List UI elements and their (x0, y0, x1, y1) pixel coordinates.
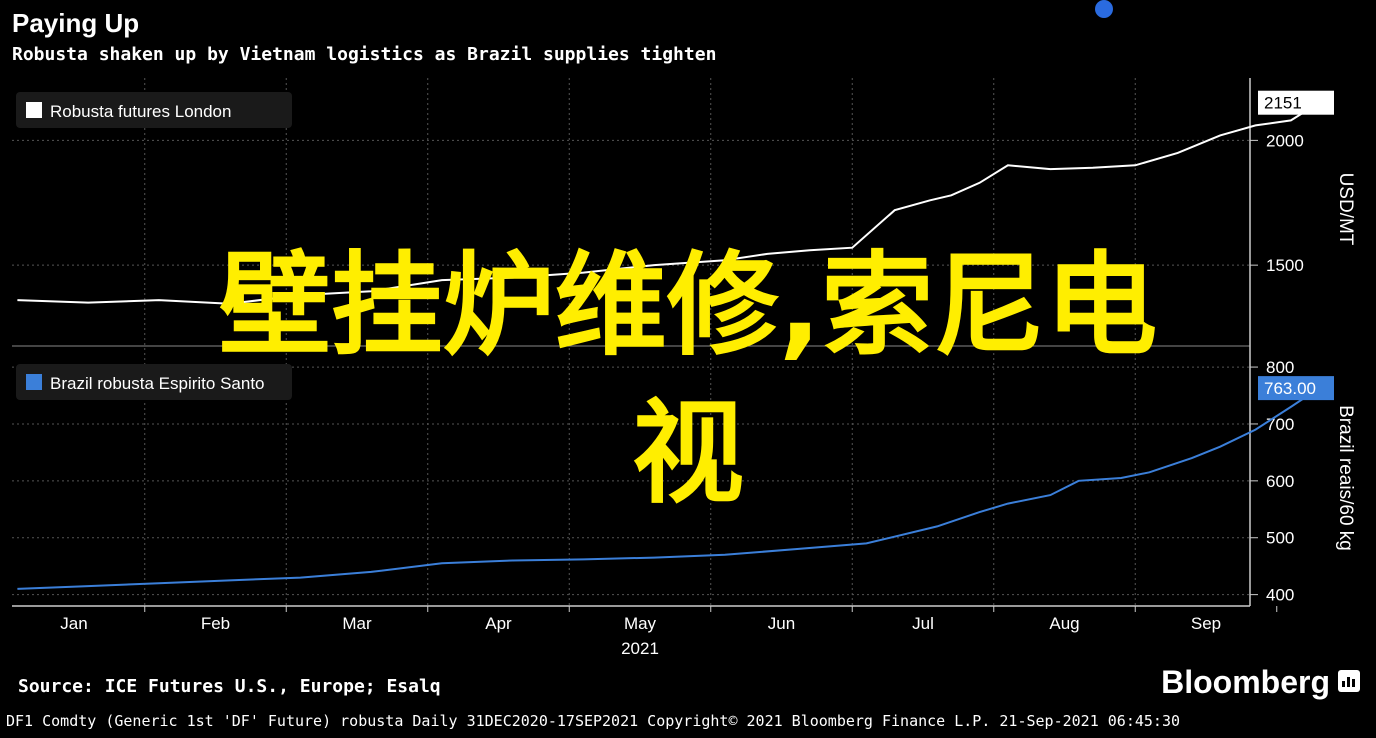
last-value-box (1258, 90, 1334, 115)
x-tick-label: May (624, 614, 657, 633)
x-tick-label: Apr (485, 614, 512, 633)
y-axis-title: USD/MT (1335, 173, 1356, 246)
y-tick-label: 500 (1266, 529, 1294, 548)
x-tick-label: Sep (1191, 614, 1221, 633)
x-tick-label: Jun (768, 614, 795, 633)
y-axis-title: Brazil reais/60 kg (1335, 405, 1356, 551)
y-tick-label: 700 (1266, 415, 1294, 434)
y-tick-label: 1500 (1266, 256, 1304, 275)
y-tick-label: 600 (1266, 472, 1294, 491)
legend-label: Brazil robusta Espirito Santo (50, 374, 265, 393)
x-tick-label: Jul (912, 614, 934, 633)
bloomberg-logo: Bloomberg (1161, 664, 1330, 700)
last-value-box (1258, 376, 1334, 401)
x-tick-label: Jan (60, 614, 87, 633)
last-value-label: 763.00 (1264, 379, 1316, 398)
y-tick-label: 2000 (1266, 131, 1304, 150)
legend-box (16, 364, 292, 400)
y-tick-label: 800 (1266, 358, 1294, 377)
chart-title: Paying Up (12, 8, 140, 38)
x-tick-label: Mar (342, 614, 372, 633)
series-line (17, 101, 1320, 305)
legend-swatch (26, 102, 42, 118)
x-year-label: 2021 (621, 639, 659, 658)
blue-dot-marker (1095, 0, 1113, 18)
legend-swatch (26, 374, 42, 390)
legend-box (16, 92, 292, 128)
footer-info: DF1 Comdty (Generic 1st 'DF' Future) rob… (6, 712, 1180, 730)
x-tick-label: Aug (1049, 614, 1079, 633)
legend-label: Robusta futures London (50, 102, 231, 121)
x-tick-label: Feb (201, 614, 230, 633)
source-note: Source: ICE Futures U.S., Europe; Esalq (18, 676, 441, 697)
y-tick-label: 400 (1266, 586, 1294, 605)
last-value-label: 2151 (1264, 94, 1302, 113)
chart-subtitle: Robusta shaken up by Vietnam logistics a… (12, 44, 717, 65)
bloomberg-chart-icon (1338, 670, 1360, 692)
series-line (17, 387, 1320, 590)
